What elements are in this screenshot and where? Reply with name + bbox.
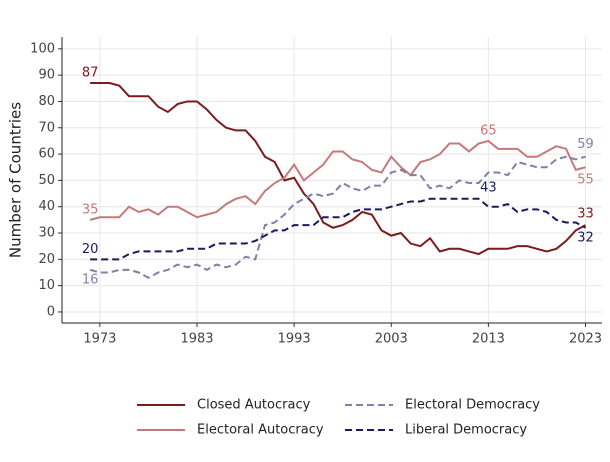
y-tick-label: 10	[38, 278, 55, 293]
data-label: 33	[577, 207, 594, 222]
x-tick-label: 2023	[569, 332, 602, 347]
data-label: 20	[82, 242, 99, 257]
series-line	[89, 155, 586, 279]
y-tick-label: 50	[38, 173, 55, 188]
y-tick-label: 80	[38, 94, 55, 109]
data-label: 59	[577, 137, 594, 152]
y-tick-label: 90	[38, 68, 55, 83]
data-label: 32	[577, 230, 594, 245]
x-tick-label: 2013	[472, 332, 505, 347]
series-line	[90, 197, 586, 261]
data-label: 16	[82, 272, 99, 287]
data-label: 35	[82, 202, 99, 217]
legend-label: Electoral Democracy	[405, 398, 540, 413]
y-tick-label: 60	[38, 147, 55, 162]
legend-label: Liberal Democracy	[405, 423, 527, 438]
y-axis-label: Number of Countries	[7, 102, 25, 258]
data-label: 87	[82, 66, 99, 81]
y-tick-label: 70	[38, 120, 55, 135]
series-line	[90, 82, 586, 256]
data-label: 65	[480, 123, 497, 138]
x-tick-label: 2003	[375, 332, 408, 347]
x-tick-label: 1983	[180, 332, 213, 347]
x-tick-label: 1973	[83, 332, 116, 347]
data-label: 43	[480, 180, 497, 195]
y-tick-label: 40	[38, 199, 55, 214]
legend-label: Closed Autocracy	[197, 398, 311, 413]
data-label: 55	[577, 173, 594, 188]
y-tick-label: 20	[38, 252, 55, 267]
y-tick-label: 0	[47, 304, 55, 319]
y-tick-label: 30	[38, 226, 55, 241]
series-line	[89, 139, 586, 221]
x-tick-label: 1993	[278, 332, 311, 347]
legend-label: Electoral Autocracy	[197, 423, 324, 438]
y-tick-label: 100	[30, 41, 55, 56]
